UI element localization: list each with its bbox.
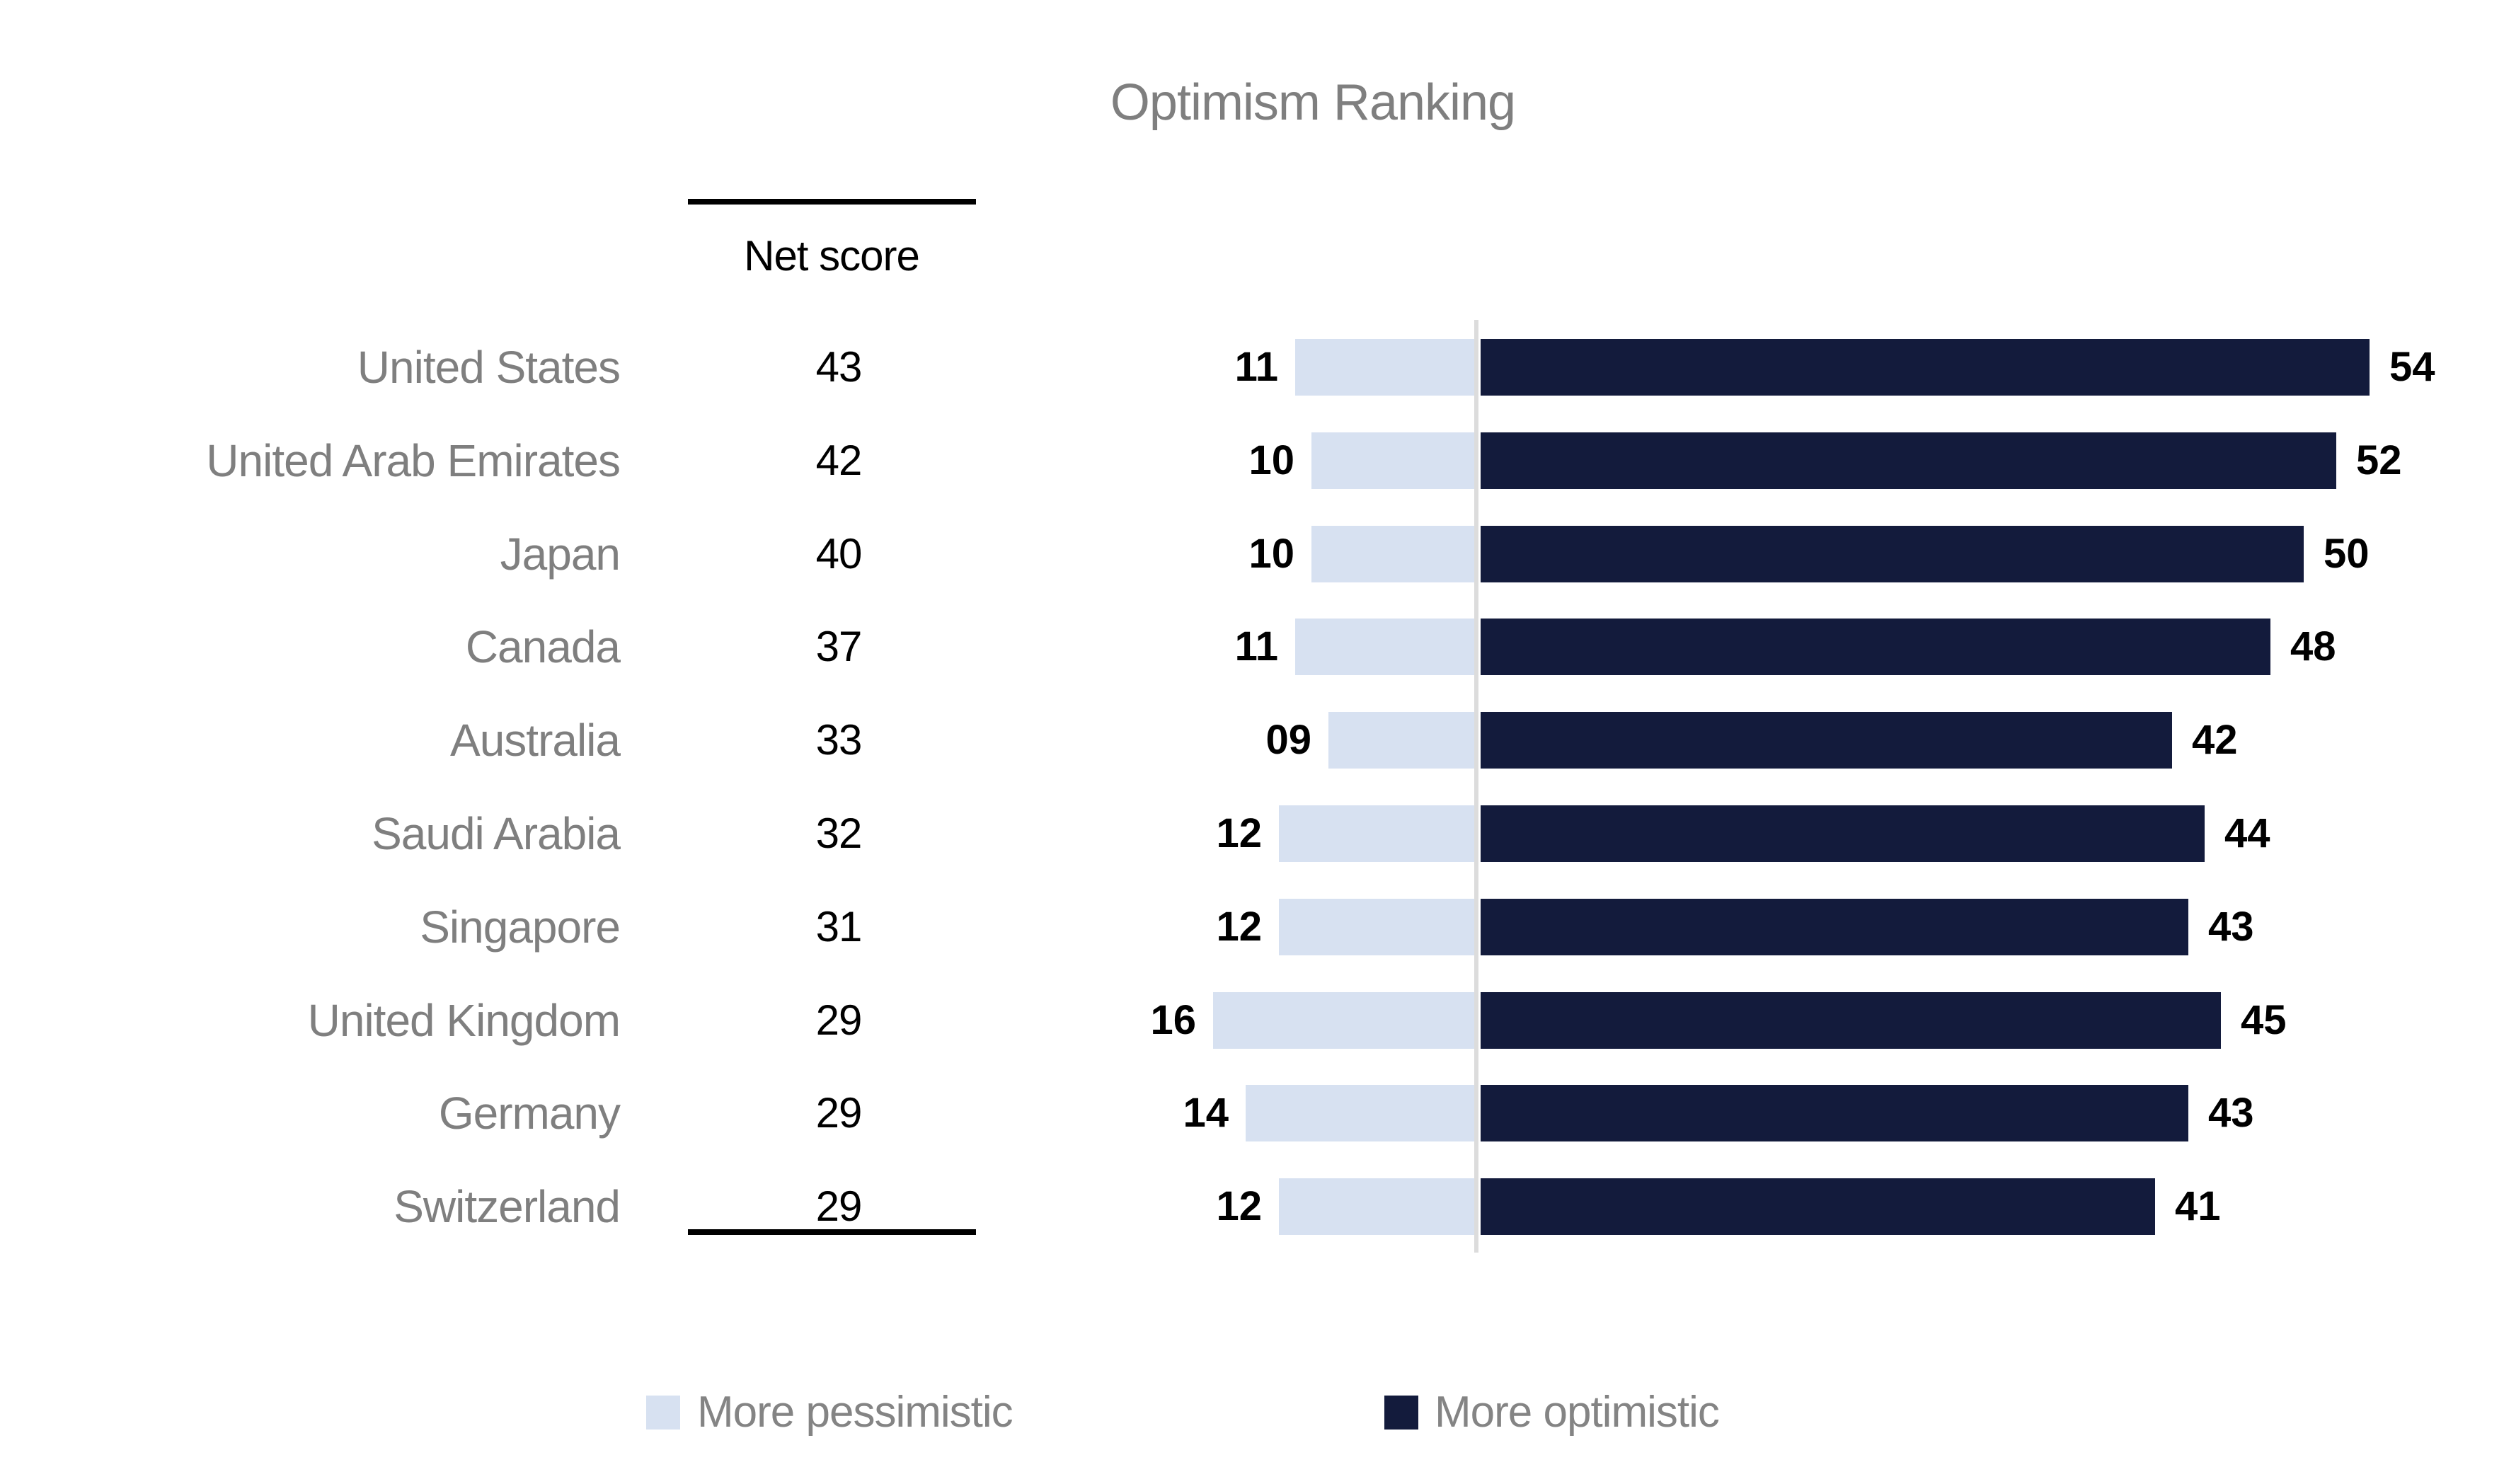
net-score-value: 31	[815, 903, 863, 950]
pessimistic-value-label: 16	[1150, 997, 1196, 1043]
pessimistic-bar	[1311, 526, 1476, 582]
chart-row: Australia 33 09 42	[0, 712, 2504, 769]
pessimistic-value-label: 11	[1234, 344, 1278, 390]
pessimistic-bar	[1213, 992, 1476, 1049]
legend-swatch-pessimistic	[646, 1396, 680, 1430]
optimistic-value-label: 44	[2224, 810, 2270, 856]
pessimistic-value-label: 09	[1265, 717, 1311, 763]
country-label: Canada	[465, 621, 621, 672]
country-label: Saudi Arabia	[372, 808, 621, 859]
optimistic-bar	[1481, 526, 2304, 582]
country-label: Germany	[438, 1088, 621, 1139]
chart-row: Canada 37 11 48	[0, 619, 2504, 675]
chart-row: United Kingdom 29 16 45	[0, 992, 2504, 1049]
net-score-value: 29	[815, 1089, 863, 1137]
optimistic-value-label: 48	[2290, 623, 2336, 669]
net-score-value: 32	[815, 810, 863, 857]
optimistic-bar	[1481, 899, 2188, 955]
legend-label-pessimistic: More pessimistic	[697, 1388, 1013, 1437]
baseline-axis	[1474, 320, 1478, 1253]
country-label: Australia	[450, 715, 621, 766]
optimistic-bar	[1481, 432, 2336, 489]
chart-row: United States 43 11 54	[0, 339, 2504, 396]
chart-row: Switzerland 29 12 41	[0, 1178, 2504, 1235]
country-label: United Kingdom	[307, 995, 621, 1046]
net-score-value: 33	[815, 716, 863, 764]
net-score-value: 37	[815, 623, 863, 670]
pessimistic-bar	[1311, 432, 1476, 489]
pessimistic-value-label: 12	[1216, 904, 1262, 950]
country-label: United States	[357, 342, 621, 393]
legend-swatch-optimistic	[1384, 1396, 1418, 1430]
net-score-value: 42	[815, 437, 863, 484]
net-score-value: 40	[815, 530, 863, 577]
pessimistic-bar	[1295, 619, 1476, 675]
net-score-header: Net score	[744, 232, 920, 280]
pessimistic-bar	[1279, 1178, 1476, 1235]
optimistic-value-label: 50	[2324, 531, 2370, 577]
optimistic-value-label: 54	[2389, 344, 2435, 390]
net-score-value: 29	[815, 996, 863, 1044]
chart-title: Optimism Ranking	[1110, 74, 1516, 131]
optimistic-value-label: 41	[2175, 1183, 2221, 1229]
optimistic-value-label: 43	[2208, 1090, 2254, 1136]
optimistic-value-label: 43	[2208, 904, 2254, 950]
pessimistic-value-label: 14	[1183, 1090, 1229, 1136]
net-score-value: 43	[815, 343, 863, 391]
optimistic-bar	[1481, 805, 2205, 862]
pessimistic-bar	[1295, 339, 1476, 396]
pessimistic-value-label: 11	[1234, 623, 1278, 669]
pessimistic-bar	[1279, 805, 1476, 862]
optimistic-bar	[1481, 712, 2172, 769]
optimistic-bar	[1481, 992, 2221, 1049]
chart-row: United Arab Emirates 42 10 52	[0, 432, 2504, 489]
optimistic-value-label: 52	[2356, 437, 2402, 483]
country-label: Switzerland	[394, 1181, 621, 1232]
optimistic-bar	[1481, 1178, 2155, 1235]
pessimistic-bar	[1246, 1085, 1476, 1141]
optimistic-bar	[1481, 339, 2370, 396]
chart-row: Singapore 31 12 43	[0, 899, 2504, 955]
country-label: Japan	[500, 529, 621, 580]
chart-row: Germany 29 14 43	[0, 1085, 2504, 1141]
country-label: United Arab Emirates	[206, 435, 621, 486]
pessimistic-bar	[1328, 712, 1476, 769]
pessimistic-value-label: 10	[1248, 531, 1294, 577]
country-label: Singapore	[420, 902, 621, 953]
optimistic-value-label: 42	[2192, 717, 2238, 763]
optimistic-value-label: 45	[2241, 997, 2287, 1043]
pessimistic-value-label: 10	[1248, 437, 1294, 483]
pessimistic-bar	[1279, 899, 1476, 955]
optimistic-bar	[1481, 1085, 2188, 1141]
chart-row: Japan 40 10 50	[0, 526, 2504, 582]
optimistic-bar	[1481, 619, 2270, 675]
net-score-value: 29	[815, 1183, 863, 1230]
legend-label-optimistic: More optimistic	[1435, 1388, 1720, 1437]
chart-row: Saudi Arabia 32 12 44	[0, 805, 2504, 862]
pessimistic-value-label: 12	[1216, 810, 1262, 856]
net-score-top-rule	[688, 199, 976, 205]
pessimistic-value-label: 12	[1216, 1183, 1262, 1229]
net-score-bottom-rule	[688, 1229, 976, 1235]
